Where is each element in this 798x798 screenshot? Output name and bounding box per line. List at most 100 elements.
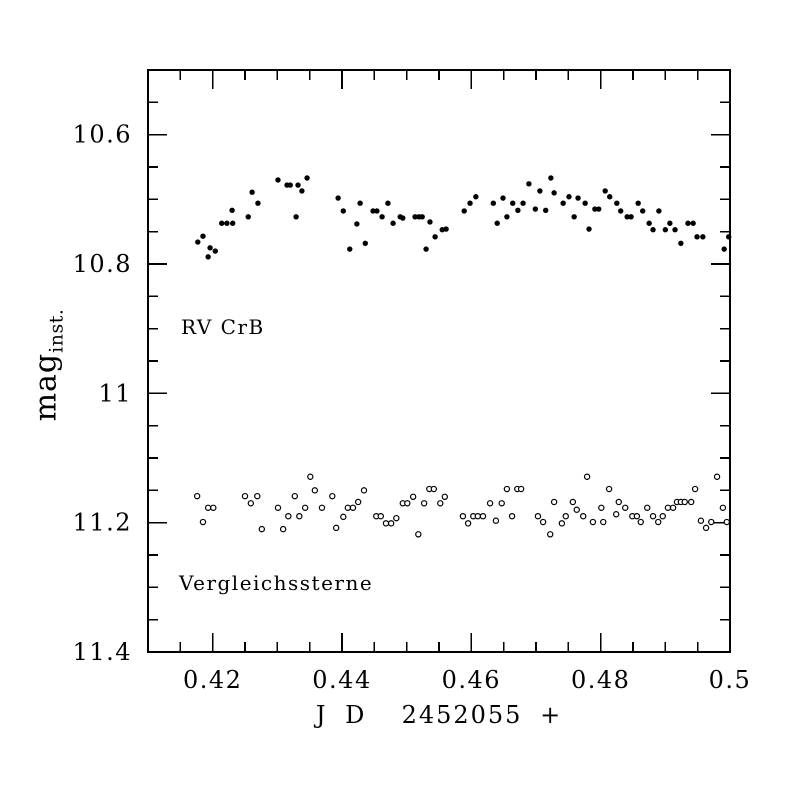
y-axis-title-subscript: inst.: [45, 308, 68, 353]
comparison-star-data-point: [598, 504, 605, 511]
comparison-star-data-point: [508, 513, 516, 520]
comparison-star-data-point: [479, 513, 487, 520]
comparison-star-data-point: [583, 473, 591, 480]
comparison-star-data-point: [382, 520, 390, 527]
comparison-star-data-point: [210, 504, 217, 511]
y-tick-label: 11.2: [73, 509, 132, 537]
rv-crb-data-point: [500, 195, 506, 201]
rv-crb-data-point: [195, 239, 201, 245]
comparison-star-data-point: [562, 513, 569, 520]
comparison-star-data-point: [580, 513, 587, 520]
comparison-star-data-point: [420, 500, 428, 507]
comparison-star-data-point: [349, 504, 357, 511]
comparison-star-data-point: [719, 504, 727, 511]
comparison-star-data-point: [697, 517, 705, 524]
comparison-star-data-point: [409, 493, 417, 500]
comparison-star-data-point: [691, 485, 699, 493]
series-label-rv-crb: RV CrB: [181, 315, 265, 339]
rv-crb-data-point: [628, 214, 634, 220]
rv-crb-data-point: [293, 214, 299, 220]
comparison-star-data-point: [659, 513, 666, 520]
comparison-star-data-point: [569, 498, 577, 506]
rv-crb-data-point: [287, 182, 293, 188]
rv-crb-data-point: [494, 220, 500, 226]
rv-crb-data-point: [224, 220, 230, 226]
x-axis-title: J D 2452055 +: [315, 701, 563, 729]
comparison-star-data-point: [360, 487, 368, 494]
rv-crb-data-point: [299, 188, 305, 194]
rv-crb-data-point: [427, 219, 433, 225]
comparison-star-data-point: [301, 504, 309, 511]
rv-crb-data-point: [602, 188, 608, 194]
comparison-star-data-point: [664, 504, 672, 511]
comparison-star-data-point: [573, 506, 580, 513]
y-tick-label: 11.4: [73, 638, 132, 666]
x-tick-label: 0.48: [571, 666, 630, 694]
x-tick-label: 0.5: [709, 666, 752, 694]
rv-crb-data-point: [548, 175, 554, 181]
rv-crb-data-point: [374, 208, 380, 214]
rv-crb-data-point: [340, 208, 346, 214]
rv-crb-data-point: [614, 200, 620, 206]
comparison-star-data-point: [254, 492, 261, 500]
comparison-star-data-point: [274, 504, 282, 511]
comparison-star-data-point: [354, 498, 362, 506]
x-tick-label: 0.46: [442, 666, 501, 694]
comparison-star-data-point: [279, 525, 287, 533]
comparison-star-data-point: [713, 473, 721, 480]
rv-crb-data-point: [467, 200, 473, 206]
comparison-star-data-point: [550, 498, 558, 506]
rv-crb-data-point: [560, 200, 566, 206]
rv-crb-data-point: [571, 214, 577, 220]
rv-crb-data-point: [219, 220, 225, 226]
rv-crb-data-point: [685, 220, 691, 226]
comparison-star-data-point: [474, 513, 481, 520]
comparison-star-data-point: [441, 493, 449, 500]
comparison-star-data-point: [464, 520, 472, 527]
comparison-star-data-point: [600, 518, 607, 526]
rv-crb-data-point: [412, 214, 418, 220]
series-label-vergleichssterne: Vergleichssterne: [179, 571, 374, 595]
rv-crb-data-point: [490, 200, 497, 206]
rv-crb-data-point: [390, 220, 396, 226]
rv-crb-data-point: [461, 208, 467, 214]
rv-crb-data-point: [423, 246, 429, 252]
comparison-star-data-point: [459, 513, 467, 520]
y-tick-label: 10.8: [73, 250, 132, 278]
rv-crb-data-point: [700, 234, 706, 240]
rv-crb-data-point: [295, 182, 301, 188]
rv-crb-data-point: [543, 207, 549, 214]
rv-crb-data-point: [672, 227, 678, 233]
rv-crb-data-point: [385, 200, 391, 206]
comparison-star-data-point: [633, 513, 641, 520]
rv-crb-data-point: [275, 177, 281, 183]
comparison-star-data-point: [486, 500, 494, 507]
rv-crb-data-point: [249, 189, 255, 195]
rv-crb-data-point: [347, 246, 353, 252]
comparison-star-data-point: [605, 485, 613, 493]
comparison-star-data-point: [517, 485, 525, 493]
comparison-star-data-point: [688, 498, 695, 506]
rv-crb-data-point: [694, 234, 700, 240]
rv-crb-data-point: [504, 214, 510, 220]
rv-crb-data-point: [207, 245, 213, 251]
rv-crb-data-point: [370, 208, 376, 214]
rv-crb-data-point: [229, 207, 235, 214]
rv-crb-data-point: [607, 194, 613, 200]
rv-crb-data-point: [432, 234, 438, 240]
rv-crb-data-point: [357, 200, 363, 206]
comparison-star-data-point: [498, 500, 505, 507]
comparison-star-data-point: [669, 504, 677, 511]
rv-crb-data-point: [354, 221, 360, 227]
comparison-star-data-point: [377, 513, 384, 520]
comparison-star-data-point: [404, 500, 411, 507]
comparison-star-data-point: [708, 518, 715, 526]
comparison-star-data-point: [492, 517, 500, 524]
rv-crb-data-point: [656, 208, 662, 214]
comparison-star-data-point: [340, 513, 347, 521]
rv-crb-data-point: [520, 200, 526, 206]
comparison-star-data-point: [199, 518, 207, 526]
comparison-star-data-point: [503, 485, 511, 493]
rv-crb-data-point: [566, 194, 572, 200]
comparison-star-data-point: [285, 513, 292, 520]
